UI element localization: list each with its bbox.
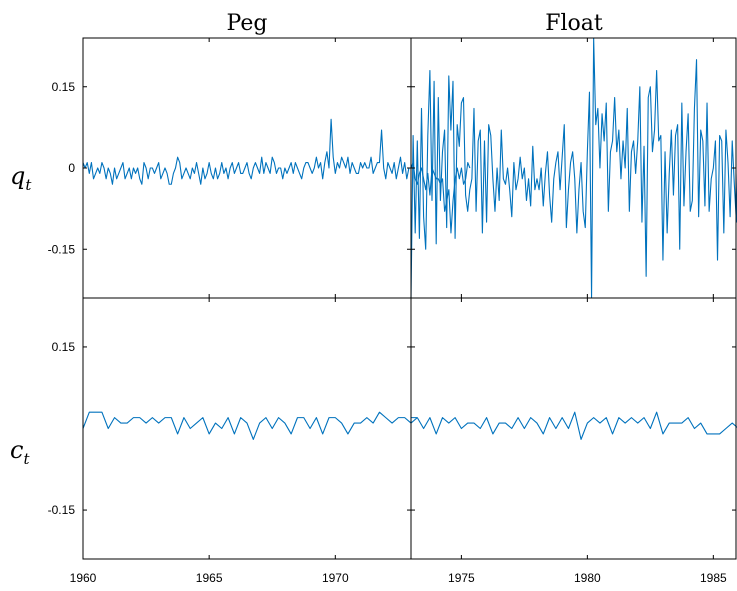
chart-panels <box>82 37 737 560</box>
y-axis-ticks: 0.15 0 -0.15 0.15 -0.15 <box>48 80 76 517</box>
panel-frame <box>410 297 737 560</box>
panel-frame <box>82 297 412 560</box>
x-tick-label: 1980 <box>574 571 601 585</box>
x-tick-label: 1985 <box>700 571 727 585</box>
row-label-q: qt <box>10 162 32 194</box>
row-label-c: ct <box>10 436 30 468</box>
x-tick-label: 1975 <box>448 571 475 585</box>
x-tick-label: 1970 <box>322 571 349 585</box>
series-line-c-float <box>411 411 737 440</box>
y-tick-label: -0.15 <box>48 503 76 517</box>
panel-q-float <box>410 37 737 299</box>
panel-c-float <box>410 297 737 560</box>
column-title-peg: Peg <box>227 11 268 36</box>
panel-c-peg <box>82 297 418 560</box>
series-line-q-float <box>410 37 737 299</box>
x-tick-label: 1960 <box>70 571 97 585</box>
column-title-float: Float <box>545 11 603 36</box>
panel-frame <box>82 37 412 299</box>
series-line-c-peg <box>82 411 418 440</box>
x-tick-label: 1965 <box>196 571 223 585</box>
y-tick-label: -0.15 <box>48 242 76 256</box>
series-line-q-peg <box>82 118 471 234</box>
y-tick-label: 0.15 <box>52 80 76 94</box>
y-tick-label: 0 <box>68 161 75 175</box>
x-axis-ticks: 1960 1965 1970 1975 1980 1985 <box>70 571 727 585</box>
y-tick-label: 0.15 <box>52 340 76 354</box>
